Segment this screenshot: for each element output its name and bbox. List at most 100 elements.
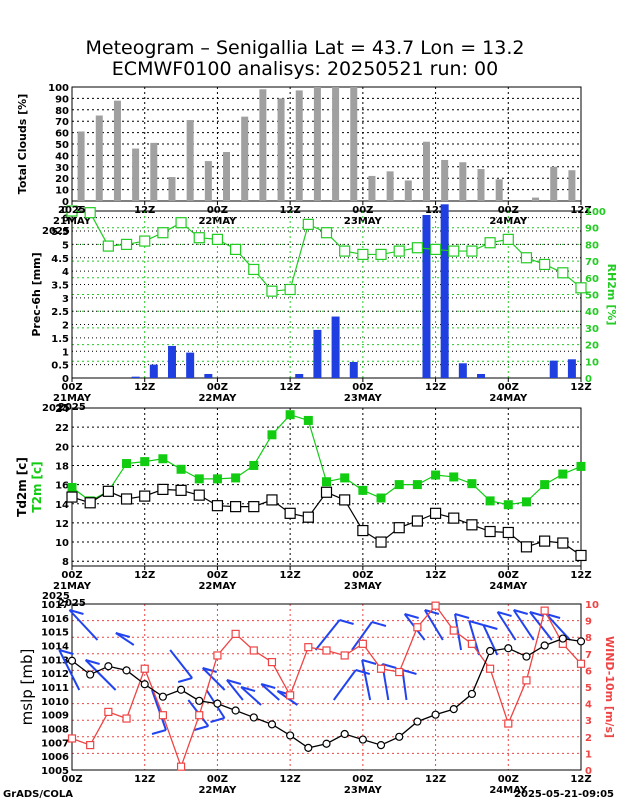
rh2m-point: [375, 248, 387, 261]
wind-barb-flag: [497, 611, 512, 617]
wind-barb-flag: [202, 667, 217, 673]
date-label: 23MAY: [344, 393, 383, 404]
cloud-bar: [241, 116, 249, 201]
td2m-point: [466, 519, 478, 531]
wind-tick-label: 4: [585, 700, 592, 711]
td2m-point: [575, 549, 587, 562]
y-tick-label: 70: [55, 117, 69, 128]
rh-tick-label: 50: [585, 291, 599, 302]
wind-point: [540, 606, 549, 615]
y-tick-label: 1009: [41, 711, 69, 722]
y-tick-label: 20: [55, 174, 69, 185]
rh2m-point: [393, 245, 405, 257]
td2m-point: [375, 536, 387, 548]
y-tick-label: 6: [62, 214, 69, 225]
wind-point: [522, 676, 531, 685]
rh2m-point: [248, 263, 260, 276]
precip-bar: [149, 364, 158, 378]
wind-tick-label: 10: [585, 600, 599, 611]
mslp-point: [176, 685, 186, 694]
mslp-point: [522, 652, 531, 661]
wind-barb-flag: [371, 621, 387, 627]
td2m-point: [320, 486, 333, 498]
wind-tick-label: 1: [585, 749, 592, 760]
wind-tick-label: 6: [585, 666, 592, 677]
time-tick-label: 00Z: [498, 774, 519, 785]
time-tick-label: 12Z: [570, 774, 591, 785]
td2m-point: [66, 491, 78, 503]
rh2m-point: [575, 282, 587, 294]
time-tick-label: 12Z: [280, 570, 301, 581]
rh-tick-label: 0: [585, 374, 592, 385]
rh2m-point: [484, 237, 496, 249]
y-tick-label: 18: [55, 461, 69, 472]
wind-barb: [454, 613, 463, 651]
wind-point: [504, 719, 513, 728]
wind-barb: [351, 621, 373, 651]
y-tick-label: 0: [62, 197, 69, 208]
rh-tick-label: 30: [585, 324, 599, 335]
y-tick-label: 5: [62, 240, 69, 251]
t2m-point: [231, 473, 241, 483]
y-tick-label: 4.5: [51, 254, 69, 265]
mslp-point: [140, 680, 149, 689]
right-axis-label: RH2m [%]: [605, 264, 618, 326]
y-tick-label: 80: [55, 106, 69, 117]
wind-point: [104, 707, 113, 717]
t2m-point: [176, 464, 186, 474]
y-tick-label: 30: [55, 163, 69, 174]
chart-title-line1: Meteogram – Senigallia Lat = 43.7 Lon = …: [86, 37, 525, 59]
wind-point: [486, 664, 495, 673]
date-label: 21MAY: [53, 393, 92, 404]
y-tick-label: 12: [55, 519, 69, 530]
y-tick-label: 1010: [41, 697, 69, 708]
t2m-point: [576, 461, 586, 471]
td2m-point: [520, 541, 533, 553]
cloud-bar: [204, 161, 212, 201]
time-tick-label: 00Z: [61, 774, 82, 785]
wind-barb-flag: [260, 683, 276, 689]
wind-barb-flag: [468, 620, 484, 626]
td2m-point: [175, 484, 187, 496]
y-tick-label: 1011: [41, 683, 69, 694]
y-tick-label: 1006: [41, 752, 69, 763]
time-tick-label: 00Z: [61, 382, 82, 393]
cloud-bar: [422, 141, 430, 201]
rh2m-point: [320, 227, 333, 239]
td2m-point: [429, 507, 442, 519]
mslp-point: [267, 720, 277, 729]
td2m-point: [139, 490, 151, 502]
wind-barb: [84, 659, 117, 691]
wind-point: [140, 664, 149, 673]
t2m-point: [267, 430, 277, 440]
time-tick-label: 12Z: [425, 382, 446, 393]
time-tick-label: 00Z: [498, 382, 519, 393]
wind-barb-flag: [226, 679, 242, 685]
date-label: 24MAY: [489, 581, 528, 592]
mslp-point: [558, 634, 567, 643]
wind-barb: [260, 683, 280, 701]
wind-barb: [240, 686, 262, 706]
mslp-point: [540, 641, 549, 650]
time-tick-label: 00Z: [352, 382, 373, 393]
td2m-point: [539, 535, 551, 547]
t2m-point: [540, 480, 550, 490]
td2m-point: [193, 489, 205, 501]
mslp-point: [158, 692, 167, 701]
right-axis-label-unit: [%]: [605, 304, 618, 325]
panel-frame: [71, 603, 582, 771]
wind-barb-flag: [85, 659, 100, 665]
y-tick-label: 10: [55, 186, 69, 197]
t2m-point: [412, 480, 422, 490]
td2m-point: [102, 485, 114, 497]
t2m-point: [431, 470, 441, 480]
t2m-point: [340, 473, 350, 483]
y-tick-label: 1016: [41, 614, 69, 625]
wind-barb: [496, 611, 517, 641]
td2m-point: [211, 500, 224, 512]
wind-point: [86, 740, 95, 750]
t2m-point: [485, 496, 495, 506]
wind-barb-flag: [483, 624, 498, 630]
cloud-bar: [313, 87, 321, 201]
